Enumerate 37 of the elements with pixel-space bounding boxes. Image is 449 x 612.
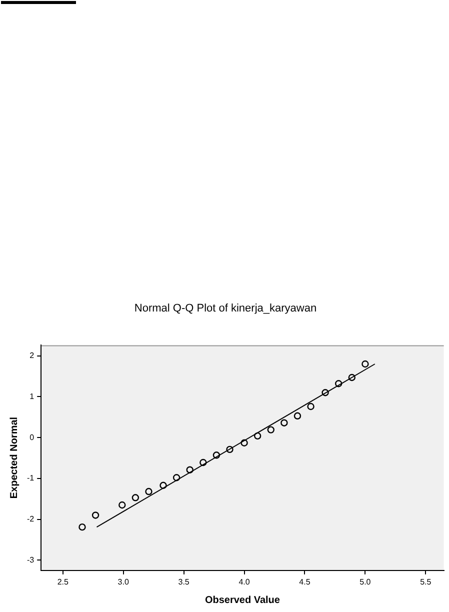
point xyxy=(172,474,180,482)
point xyxy=(254,432,262,440)
point xyxy=(186,466,194,474)
y-tick-label: 2 xyxy=(30,351,35,360)
x-tick-label: 4.5 xyxy=(299,577,311,586)
x-tick-label: 5.5 xyxy=(420,577,432,586)
x-tick-label: 4.0 xyxy=(238,577,250,586)
x-tick-label: 3.0 xyxy=(118,577,130,586)
point xyxy=(307,402,314,410)
point xyxy=(334,380,342,388)
x-tick-label: 5.0 xyxy=(360,577,372,586)
point xyxy=(322,389,329,396)
chart-title: Normal Q-Q Plot of kinerja_karyawan xyxy=(134,302,317,315)
point xyxy=(118,501,126,509)
y-tick-label: 1 xyxy=(30,392,35,401)
point xyxy=(362,360,369,368)
y-tick-label: -1 xyxy=(26,474,35,483)
point xyxy=(226,446,234,454)
point xyxy=(294,412,302,420)
x-tick-label: 3.5 xyxy=(178,577,190,586)
point xyxy=(92,512,100,519)
point xyxy=(267,426,274,434)
point xyxy=(132,494,140,502)
point xyxy=(280,419,288,426)
y-axis-title: Expected Normal xyxy=(8,416,20,499)
y-tick-label: -2 xyxy=(26,514,35,524)
point xyxy=(200,458,207,466)
point xyxy=(212,452,220,459)
x-tick-label: 2.5 xyxy=(57,577,69,586)
y-tick-label: -3 xyxy=(26,555,35,564)
x-axis-title: Observed Value xyxy=(204,594,280,606)
point xyxy=(240,439,248,446)
point xyxy=(160,482,167,489)
point xyxy=(145,488,152,496)
point xyxy=(78,523,86,531)
y-tick-label: 0 xyxy=(30,432,35,442)
point xyxy=(348,374,356,382)
